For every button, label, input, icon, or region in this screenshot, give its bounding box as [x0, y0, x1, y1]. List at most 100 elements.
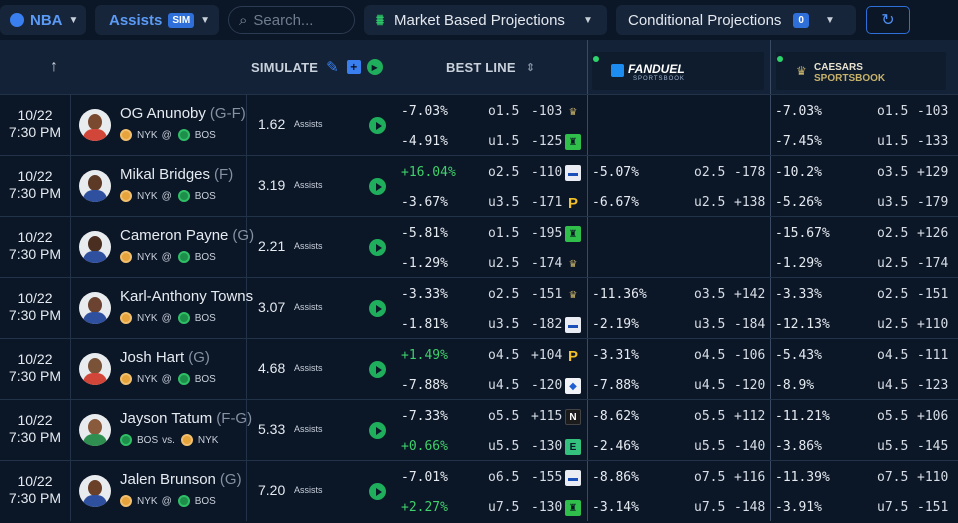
sportsbook-logo-icon[interactable]: ▬ [565, 317, 581, 333]
cz-odds: -151 [917, 287, 949, 302]
best-line-cell[interactable]: -7.03% o1.5 -103 ♛ -4.91% u1.5 -125 ♜ [395, 95, 588, 155]
fd-line-value: u7.5 [694, 500, 726, 515]
caesars-cell[interactable]: -7.03% o1.5 -103 -7.45% u1.5 -133 [771, 95, 958, 155]
sportsbook-logo-icon[interactable]: ♜ [565, 226, 581, 242]
conditional-projections-label: Conditional Projections [628, 11, 782, 29]
sportsbook-logo-icon[interactable]: P [567, 194, 578, 212]
conditional-count-badge: 0 [793, 12, 809, 28]
fanduel-book-header[interactable]: FANDUEL SPORTSBOOK [592, 52, 764, 90]
caesars-cell[interactable]: -5.43% o4.5 -111 -8.9% u4.5 -123 [771, 339, 958, 399]
search-input[interactable] [253, 11, 344, 29]
play-icon[interactable] [369, 361, 386, 378]
sportsbook-logo-icon[interactable]: ♛ [568, 289, 578, 301]
fanduel-cell[interactable] [588, 95, 771, 155]
league-dropdown[interactable]: NBA ▼ [0, 5, 86, 35]
caesars-book-header[interactable]: ♛ CAESARS SPORTSBOOK [776, 52, 946, 90]
best-line-cell[interactable]: -7.33% o5.5 +115 N +0.66% u5.5 -130 E [395, 400, 588, 460]
best-line-cell[interactable]: -5.81% o1.5 -195 ♜ -1.29% u2.5 -174 ♛ [395, 217, 588, 277]
cz-edge-pct: -11.21% [775, 409, 830, 424]
fd-edge-pct: -2.46% [592, 439, 639, 454]
game-date: 10/22 [17, 412, 53, 428]
play-icon[interactable] [369, 300, 386, 317]
sort-time-button[interactable]: ↑ [50, 40, 58, 94]
best-line-cell[interactable]: +1.49% o4.5 +104 P -7.88% u4.5 -120 ◆ [395, 339, 588, 399]
caesars-cell[interactable]: -11.39% o7.5 +110 -3.91% u7.5 -151 [771, 461, 958, 521]
sportsbook-logo-icon[interactable]: ▬ [565, 165, 581, 181]
table-row[interactable]: 10/22 7:30 PM Jayson Tatum (F-G) BOS vs. … [0, 399, 958, 460]
table-row[interactable]: 10/22 7:30 PM Cameron Payne (G) NYK @ BOS… [0, 216, 958, 277]
game-time: 10/22 7:30 PM [0, 278, 71, 338]
chevron-down-icon: ▼ [200, 14, 211, 26]
cz-odds: +126 [917, 226, 949, 241]
team-logo-icon [177, 251, 190, 263]
caesars-cell[interactable]: -10.2% o3.5 +129 -5.26% u3.5 -179 [771, 156, 958, 216]
fanduel-cell[interactable]: -5.07% o2.5 -178 -6.67% u2.5 +138 [588, 156, 771, 216]
player-position: (F-G) [216, 410, 253, 427]
cz-odds: -133 [917, 134, 949, 149]
table-row[interactable]: 10/22 7:30 PM Mikal Bridges (F) NYK @ BOS… [0, 155, 958, 216]
team-home: NYK [137, 495, 158, 507]
fd-edge-pct: -2.19% [592, 317, 639, 332]
team-logo-icon [120, 373, 132, 385]
play-icon[interactable] [369, 117, 386, 134]
best-line-value: o2.5 [488, 287, 520, 302]
market-dropdown[interactable]: Assists SIM ▼ [95, 5, 219, 35]
best-edge-pct: -7.88% [401, 378, 448, 393]
sportsbook-logo-icon[interactable]: N [565, 409, 581, 425]
player-name: Josh Hart [120, 349, 185, 366]
play-icon[interactable] [369, 178, 386, 195]
best-line-header[interactable]: BEST LINE ⇕ [446, 40, 535, 94]
play-icon[interactable] [369, 483, 386, 500]
player-cell[interactable]: Karl-Anthony Towns NYK @ BOS [71, 278, 253, 338]
sportsbook-logo-icon[interactable]: E [565, 439, 581, 455]
best-odds: -120 [531, 378, 563, 393]
fanduel-cell[interactable]: -8.62% o5.5 +112 -2.46% u5.5 -140 [588, 400, 771, 460]
sportsbook-logo-icon[interactable]: ♜ [565, 134, 581, 150]
player-cell[interactable]: Jayson Tatum (F-G) BOS vs. NYK [71, 400, 252, 460]
add-icon[interactable]: + [346, 60, 361, 74]
table-row[interactable]: 10/22 7:30 PM Karl-Anthony Towns NYK @ B… [0, 277, 958, 338]
table-row[interactable]: 10/22 7:30 PM Josh Hart (G) NYK @ BOS 4.6… [0, 338, 958, 399]
play-all-icon[interactable]: ▶ [366, 59, 383, 75]
cz-line-value: u5.5 [877, 439, 909, 454]
team-home: NYK [137, 312, 158, 324]
caesars-cell[interactable]: -15.67% o2.5 +126 -1.29% u2.5 -174 [771, 217, 958, 277]
sim-value: 1.62 [258, 116, 286, 132]
player-cell[interactable]: Josh Hart (G) NYK @ BOS [71, 339, 247, 399]
player-cell[interactable]: Mikal Bridges (F) NYK @ BOS [71, 156, 247, 216]
play-icon[interactable] [369, 239, 386, 256]
player-position: (G-F) [209, 105, 246, 122]
game-clock: 7:30 PM [8, 246, 62, 262]
best-odds: -174 [531, 256, 563, 271]
player-cell[interactable]: Jalen Brunson (G) NYK @ BOS [71, 461, 247, 521]
fd-odds: +112 [734, 409, 766, 424]
sportsbook-logo-icon[interactable]: ♜ [565, 500, 581, 516]
pencil-icon[interactable]: ✎ [326, 59, 339, 76]
refresh-button[interactable]: ↻ [866, 6, 910, 34]
conditional-projections-dropdown[interactable]: Conditional Projections 0 ▼ [616, 5, 856, 35]
caesars-cell[interactable]: -11.21% o5.5 +106 -3.86% u5.5 -145 [771, 400, 958, 460]
projection-mode-dropdown[interactable]: ⩩ Market Based Projections ▼ [364, 5, 607, 35]
table-row[interactable]: 10/22 7:30 PM Jalen Brunson (G) NYK @ BOS… [0, 460, 958, 521]
sportsbook-logo-icon[interactable]: ♛ [568, 258, 578, 270]
caesars-cell[interactable]: -3.33% o2.5 -151 -12.13% u2.5 +110 [771, 278, 958, 338]
sportsbook-logo-icon[interactable]: ▬ [565, 470, 581, 486]
best-line-cell[interactable]: +16.04% o2.5 -110 ▬ -3.67% u3.5 -171 P [395, 156, 588, 216]
fanduel-cell[interactable]: -3.31% o4.5 -106 -7.88% u4.5 -120 [588, 339, 771, 399]
sportsbook-logo-icon[interactable]: ◆ [565, 378, 581, 394]
player-cell[interactable]: Cameron Payne (G) NYK @ BOS [71, 217, 254, 277]
play-icon[interactable] [369, 422, 386, 439]
sportsbook-logo-icon[interactable]: P [567, 347, 578, 365]
best-line-cell[interactable]: -3.33% o2.5 -151 ♛ -1.81% u3.5 -182 ▬ [395, 278, 588, 338]
fanduel-cell[interactable]: -11.36% o3.5 +142 -2.19% u3.5 -184 [588, 278, 771, 338]
best-line-label: BEST LINE [446, 59, 516, 75]
sportsbook-logo-icon[interactable]: ♛ [568, 106, 578, 118]
caesars-logo-text: CAESARS [814, 62, 863, 73]
player-cell[interactable]: OG Anunoby (G-F) NYK @ BOS [71, 95, 247, 155]
fanduel-cell[interactable] [588, 217, 771, 277]
fd-line-value: u5.5 [694, 439, 726, 454]
table-row[interactable]: 10/22 7:30 PM OG Anunoby (G-F) NYK @ BOS … [0, 94, 958, 155]
fanduel-cell[interactable]: -8.86% o7.5 +116 -3.14% u7.5 -148 [588, 461, 771, 521]
sim-label: Assists [294, 241, 323, 251]
best-line-cell[interactable]: -7.01% o6.5 -155 ▬ +2.27% u7.5 -130 ♜ [395, 461, 588, 521]
